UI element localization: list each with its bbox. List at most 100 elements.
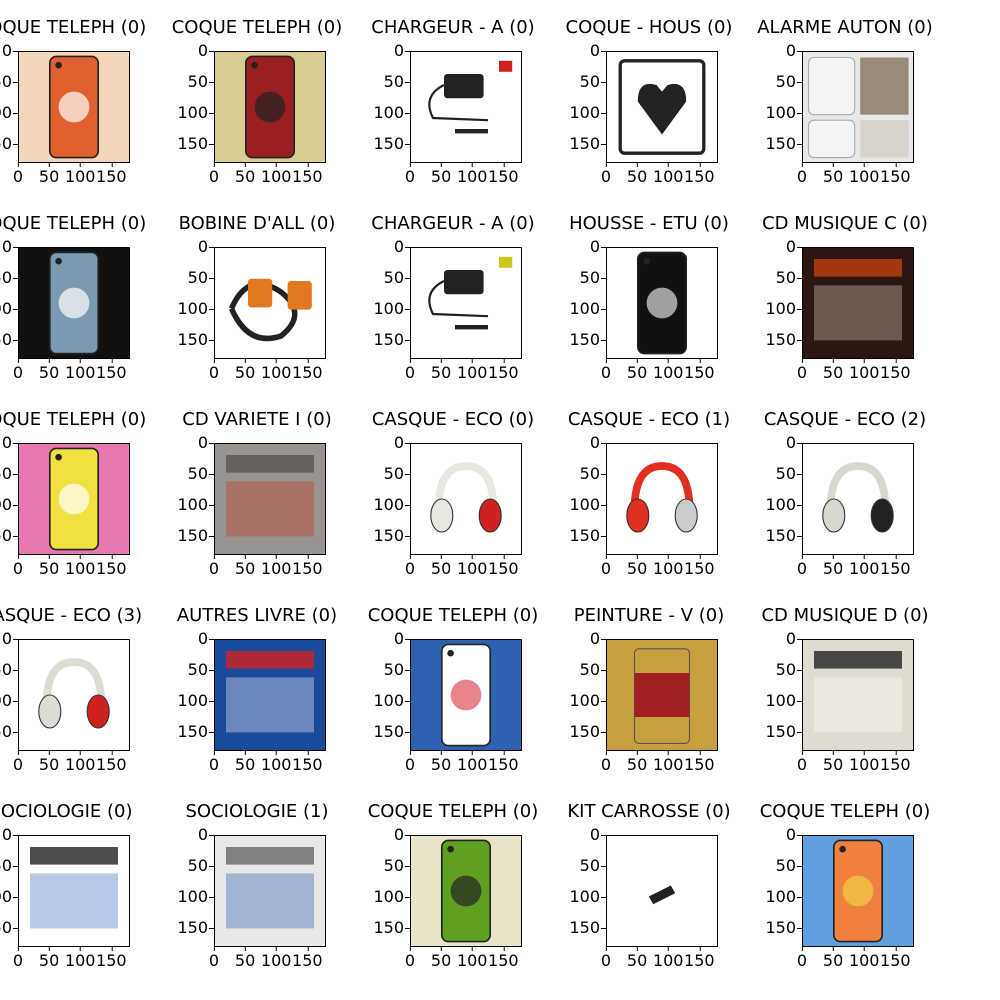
y-tick-label: 150 <box>747 528 802 544</box>
x-tick-label: 50 <box>430 554 452 578</box>
subplot-panel: PEINTURE - V (0) 0 50 100 150 0 50 100 150 <box>551 606 747 804</box>
y-tick-label: 50 <box>0 270 18 286</box>
x-tick-label: 50 <box>38 750 60 774</box>
bassoon-cd-cover-image <box>803 248 913 358</box>
y-tick-label: 150 <box>747 136 802 152</box>
subplot-axes <box>214 835 326 947</box>
x-tick-label: 50 <box>430 358 452 382</box>
x-tick-label: 100 <box>848 750 880 774</box>
subplot-axes <box>18 443 130 555</box>
ignition-coil-image <box>215 248 325 358</box>
x-tick-label: 50 <box>38 358 60 382</box>
subplot-axes <box>410 247 522 359</box>
y-tick-label: 100 <box>747 889 802 905</box>
subplot-title: CHARGEUR - A (0) <box>371 213 535 234</box>
x-tick-label: 150 <box>96 554 127 578</box>
y-tick-label: 150 <box>159 528 214 544</box>
y-tick-label: 100 <box>159 301 214 317</box>
x-tick-label: 0 <box>796 554 808 578</box>
x-tick-label: 150 <box>880 554 911 578</box>
y-tick-label: 0 <box>159 827 214 843</box>
subplot-title: CASQUE - ECO (3) <box>0 605 143 626</box>
x-tick-label: 150 <box>488 554 519 578</box>
y-tick-label: 100 <box>747 497 802 513</box>
y-tick-label: 0 <box>159 43 214 59</box>
y-tick-label: 100 <box>551 889 606 905</box>
subplot-axes <box>410 443 522 555</box>
y-tick-label: 0 <box>551 435 606 451</box>
subplot-title: COQUE TELEPH (0) <box>367 801 539 822</box>
whiskey-flip-case-image <box>607 248 717 358</box>
varnish-tin-image <box>607 640 717 750</box>
x-tick-label: 150 <box>292 750 323 774</box>
x-tick-label: 150 <box>488 162 519 186</box>
y-tick-label: 0 <box>355 827 410 843</box>
x-tick-label: 50 <box>626 358 648 382</box>
subplot-axes <box>18 51 130 163</box>
x-tick-label: 50 <box>626 162 648 186</box>
subplot-panel: CD MUSIQUE C (0) 0 50 100 150 0 50 100 150 <box>747 214 943 412</box>
subplot-axes <box>18 639 130 751</box>
x-tick-label: 100 <box>652 750 684 774</box>
book-back-cover-image <box>215 836 325 946</box>
subplot-axes <box>214 639 326 751</box>
y-tick-label: 100 <box>551 301 606 317</box>
y-tick-label: 0 <box>747 43 802 59</box>
y-tick-label: 50 <box>0 662 18 678</box>
x-tick-label: 0 <box>404 162 416 186</box>
x-tick-label: 150 <box>96 162 127 186</box>
y-tick-label: 0 <box>551 631 606 647</box>
y-tick-label: 50 <box>355 74 410 90</box>
subplot-axes <box>606 51 718 163</box>
y-tick-label: 150 <box>747 920 802 936</box>
y-tick-label: 100 <box>0 497 18 513</box>
x-tick-label: 0 <box>12 554 24 578</box>
y-tick-label: 50 <box>747 74 802 90</box>
subplot-panel: CASQUE - ECO (1) 0 50 100 150 0 50 100 150 <box>551 409 747 608</box>
subplot-title: ALARME AUTON (0) <box>757 17 933 38</box>
x-tick-label: 150 <box>292 946 323 970</box>
subplot-title: COQUE TELEPH (0) <box>0 17 147 38</box>
x-tick-label: 0 <box>600 162 612 186</box>
x-tick-label: 50 <box>430 162 452 186</box>
x-tick-label: 0 <box>208 750 220 774</box>
y-tick-label: 100 <box>551 497 606 513</box>
phone-case-xray-hand-image <box>19 248 129 358</box>
y-tick-label: 0 <box>355 631 410 647</box>
y-tick-label: 0 <box>159 239 214 255</box>
x-tick-label: 0 <box>796 358 808 382</box>
fanfarlo-cd-cover-image <box>215 444 325 554</box>
morbihan-guidebook-image <box>215 640 325 750</box>
y-tick-label: 50 <box>159 74 214 90</box>
x-tick-label: 0 <box>12 946 24 970</box>
x-tick-label: 50 <box>626 946 648 970</box>
y-tick-label: 150 <box>355 528 410 544</box>
y-tick-label: 150 <box>159 724 214 740</box>
x-tick-label: 150 <box>96 750 127 774</box>
x-tick-label: 100 <box>64 946 96 970</box>
subplot-panel: CASQUE - ECO (2) 0 50 100 150 0 50 100 150 <box>747 410 943 608</box>
y-tick-label: 50 <box>551 662 606 678</box>
subplot-title: CASQUE - ECO (1) <box>567 409 731 430</box>
subplot-panel: COQUE - HOUS (0) 0 50 100 150 0 50 100 150 <box>551 18 747 216</box>
charger-cable-image <box>411 52 521 162</box>
subplot-title: SOCIOLOGIE (1) <box>185 801 329 822</box>
x-tick-label: 0 <box>404 554 416 578</box>
y-tick-label: 150 <box>355 332 410 348</box>
y-tick-label: 100 <box>0 889 18 905</box>
snowman-phone-case-image <box>411 640 521 750</box>
x-tick-label: 0 <box>796 946 808 970</box>
y-tick-label: 50 <box>551 74 606 90</box>
x-tick-label: 0 <box>404 750 416 774</box>
x-tick-label: 50 <box>822 946 844 970</box>
subplot-axes <box>802 835 914 947</box>
comic-phone-case-image <box>19 444 129 554</box>
y-tick-label: 150 <box>551 724 606 740</box>
x-tick-label: 0 <box>208 162 220 186</box>
subplot-title: BOBINE D'ALL (0) <box>178 213 336 234</box>
y-tick-label: 150 <box>0 920 18 936</box>
subplot-axes <box>18 835 130 947</box>
subplot-axes <box>214 51 326 163</box>
